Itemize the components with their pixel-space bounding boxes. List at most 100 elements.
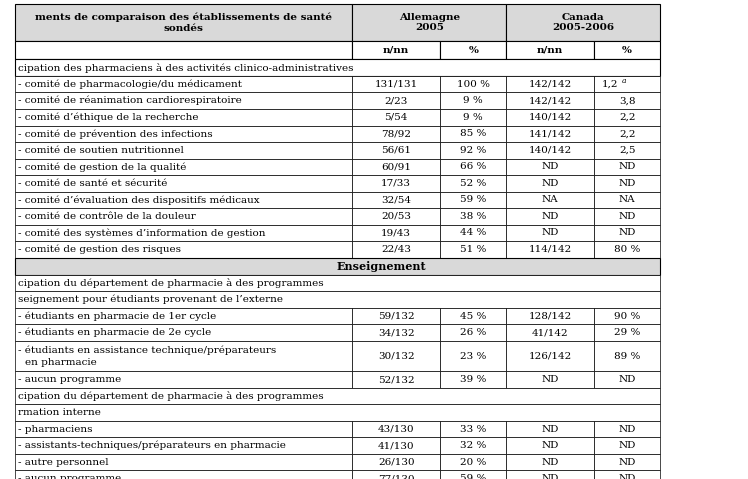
Bar	[594, 454, 660, 470]
Text: - étudiants en pharmacie de 2e cycle: - étudiants en pharmacie de 2e cycle	[18, 328, 212, 337]
Text: 114/142: 114/142	[529, 245, 571, 254]
Text: - étudiants en assistance technique/préparateurs: - étudiants en assistance technique/prép…	[18, 345, 276, 354]
Bar	[594, 125, 660, 142]
Text: 17/33: 17/33	[381, 179, 411, 188]
Text: 41/130: 41/130	[378, 441, 414, 450]
Bar	[441, 159, 506, 175]
Bar	[441, 421, 506, 437]
Bar	[506, 4, 660, 41]
Text: 52/132: 52/132	[378, 375, 414, 384]
Bar	[15, 388, 660, 404]
Bar	[15, 92, 352, 109]
Text: 66 %: 66 %	[460, 162, 486, 171]
Bar	[594, 159, 660, 175]
Text: 5/54: 5/54	[384, 113, 408, 122]
Text: - comité de prévention des infections: - comité de prévention des infections	[18, 129, 212, 138]
Text: 19/43: 19/43	[381, 228, 411, 237]
Text: - comité de pharmacologie/du médicament: - comité de pharmacologie/du médicament	[18, 80, 242, 89]
Text: ND: ND	[542, 474, 559, 479]
Text: 142/142: 142/142	[529, 80, 571, 89]
Bar	[352, 4, 506, 41]
Bar	[15, 175, 352, 192]
Bar	[441, 371, 506, 388]
Text: 32 %: 32 %	[460, 441, 486, 450]
Bar	[594, 341, 660, 371]
Bar	[441, 125, 506, 142]
Text: 2,2: 2,2	[619, 129, 635, 138]
Bar	[15, 404, 660, 421]
Text: Canada
2005-2006: Canada 2005-2006	[552, 13, 614, 33]
Bar	[441, 192, 506, 208]
Text: 80 %: 80 %	[614, 245, 640, 254]
Bar	[352, 437, 441, 454]
Bar	[594, 470, 660, 479]
Text: 32/54: 32/54	[381, 195, 411, 204]
Text: 142/142: 142/142	[529, 96, 571, 105]
Text: 34/132: 34/132	[378, 328, 414, 337]
Bar	[506, 125, 594, 142]
Bar	[506, 175, 594, 192]
Text: 38 %: 38 %	[460, 212, 486, 221]
Bar	[594, 437, 660, 454]
Bar	[441, 76, 506, 92]
Bar	[594, 208, 660, 225]
Bar	[594, 76, 660, 92]
Bar	[352, 142, 441, 159]
Bar	[594, 241, 660, 258]
Bar	[15, 341, 352, 371]
Bar	[15, 275, 660, 291]
Text: - aucun programme: - aucun programme	[18, 375, 121, 384]
Bar	[15, 470, 352, 479]
Text: 52 %: 52 %	[460, 179, 486, 188]
Bar	[352, 41, 441, 59]
Text: 26/130: 26/130	[378, 457, 414, 467]
Text: 20/53: 20/53	[381, 212, 411, 221]
Bar	[441, 142, 506, 159]
Bar	[15, 76, 352, 92]
Bar	[506, 76, 594, 92]
Text: ND: ND	[542, 375, 559, 384]
Bar	[15, 454, 352, 470]
Bar	[506, 92, 594, 109]
Text: 39 %: 39 %	[460, 375, 486, 384]
Text: - comité d’éthique de la recherche: - comité d’éthique de la recherche	[18, 113, 199, 122]
Text: 140/142: 140/142	[529, 146, 571, 155]
Text: 26 %: 26 %	[460, 328, 486, 337]
Text: 23 %: 23 %	[460, 352, 486, 361]
Bar	[594, 92, 660, 109]
Bar	[594, 142, 660, 159]
Text: 41/142: 41/142	[532, 328, 568, 337]
Text: ND: ND	[619, 179, 636, 188]
Text: ND: ND	[542, 162, 559, 171]
Text: ND: ND	[619, 375, 636, 384]
Text: 9 %: 9 %	[463, 96, 483, 105]
Text: n/nn: n/nn	[383, 46, 409, 55]
Text: cipation des pharmaciens à des activités clinico-administratives: cipation des pharmaciens à des activités…	[18, 63, 354, 73]
Text: ND: ND	[619, 474, 636, 479]
Text: 9 %: 9 %	[463, 113, 483, 122]
Text: - comité de gestion des risques: - comité de gestion des risques	[18, 244, 181, 254]
Text: 3,8: 3,8	[619, 96, 635, 105]
Text: 126/142: 126/142	[529, 352, 571, 361]
Text: seignement pour étudiants provenant de l’externe: seignement pour étudiants provenant de l…	[18, 295, 283, 304]
Text: 77/130: 77/130	[378, 474, 414, 479]
Text: - autre personnel: - autre personnel	[18, 457, 108, 467]
Text: 128/142: 128/142	[529, 312, 571, 320]
Text: 100 %: 100 %	[457, 80, 490, 89]
Text: ND: ND	[542, 425, 559, 433]
Bar	[506, 159, 594, 175]
Bar	[352, 208, 441, 225]
Text: 90 %: 90 %	[614, 312, 640, 320]
Bar	[506, 437, 594, 454]
Text: ND: ND	[619, 212, 636, 221]
Bar	[441, 92, 506, 109]
Bar	[352, 92, 441, 109]
Text: 51 %: 51 %	[460, 245, 486, 254]
Bar	[352, 421, 441, 437]
Bar	[15, 4, 352, 41]
Text: 85 %: 85 %	[460, 129, 486, 138]
Bar	[594, 421, 660, 437]
Bar	[506, 109, 594, 125]
Bar	[441, 109, 506, 125]
Bar	[352, 308, 441, 324]
